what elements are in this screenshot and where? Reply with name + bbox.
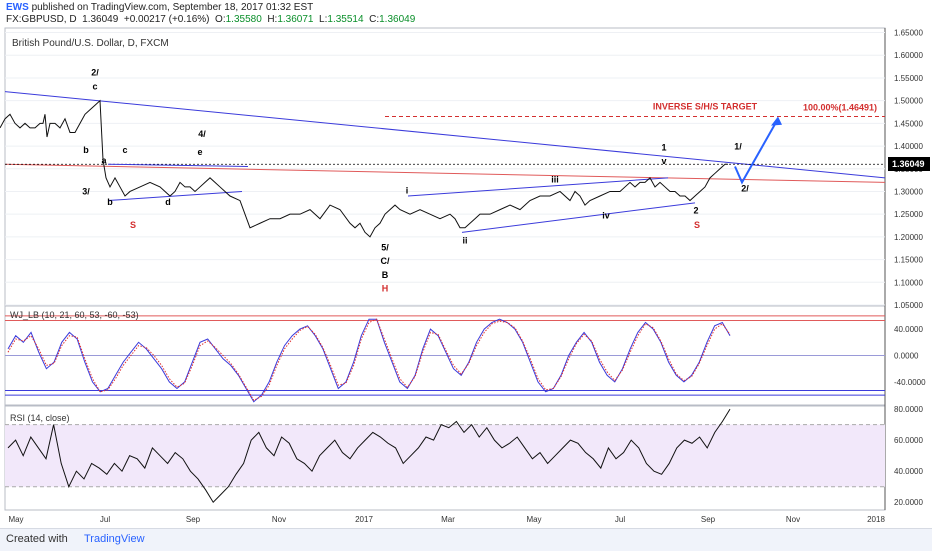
y-tick-label: 1.65000 [894,29,923,38]
x-tick-label: Nov [272,515,286,524]
wave-annotation: d [165,197,171,207]
y-tick-label: 1.15000 [894,256,923,265]
open-value: 1.35580 [225,14,262,25]
wave-annotation: i [406,186,409,196]
wave-annotation: INVERSE S/H/S TARGET [653,102,758,112]
ohlc-line: FX:GBPUSD, D 1.36049 +0.00217 (+0.16%) O… [6,14,415,25]
wave-annotation: C/ [381,256,390,266]
projection-arrow [734,118,779,185]
triangle-lower [107,190,243,202]
wave-annotation: S [694,220,700,230]
wave-annotation: 100.00%(1.46491) [803,103,877,113]
x-tick-label: Mar [441,515,455,524]
rsi-line [7,408,731,504]
wave-annotation: v [661,156,666,166]
wave-annotation: 1 [661,143,666,153]
neckline [4,163,886,183]
x-tick-label: Jul [615,515,625,524]
high-value: 1.36071 [277,14,314,25]
osc-fast-line [7,318,731,403]
main-title: British Pound/U.S. Dollar, D, FXCM [12,38,169,49]
y-tick-label: 1.55000 [894,74,923,83]
symbol-label: FX:GBPUSD, D [6,14,77,25]
footer-bar: Created with TradingView [0,528,932,551]
wave-annotation: c [92,81,97,91]
wave-annotation: 2/ [741,183,749,193]
wave-annotation: b [107,197,113,207]
close-label: C: [369,14,380,25]
x-tick-label: Jul [100,515,110,524]
x-tick-label: 2018 [867,515,885,524]
last-price: 1.36049 [82,14,119,25]
wave-annotation: iii [551,174,559,184]
y-tick-label: 1.30000 [894,187,923,196]
wave-annotation: b [83,145,89,155]
wave-annotation: 3/ [82,187,90,197]
created-with-text: Created with [6,533,68,545]
open-label: O: [215,14,226,25]
osc-tick-label: 0.0000 [894,352,919,361]
osc-tick-label: 40.0000 [894,325,923,334]
x-tick-label: May [526,515,541,524]
y-tick-label: 1.25000 [894,210,923,219]
wave-annotation: 2 [693,205,698,215]
price-series-0 [0,99,728,238]
low-label: L: [319,14,328,25]
wave-annotation: H [382,283,389,293]
wave-annotation: e [197,147,202,157]
high-label: H: [267,14,278,25]
y-tick-label: 1.45000 [894,119,923,128]
wave-annotation: S [130,220,136,230]
wave-annotation: 2/ [91,68,99,78]
x-tick-label: Nov [786,515,800,524]
price-change: +0.00217 (+0.16%) [123,14,210,25]
wave-annotation: 5/ [381,243,389,253]
low-value: 1.35514 [327,14,364,25]
y-tick-label: 1.60000 [894,51,923,60]
rsi-title: RSI (14, close) [10,413,70,423]
chart-header: EWS published on TradingView.com, Septem… [0,0,932,26]
resistance-trendline [4,91,886,179]
y-tick-label: 1.20000 [894,233,923,242]
x-tick-label: 2017 [355,515,373,524]
rsi-tick-label: 40.0000 [894,467,923,476]
publish-line: EWS published on TradingView.com, Septem… [6,2,313,13]
wave-annotation: 4/ [198,129,206,139]
triangle-upper [107,163,249,167]
projection-arrowhead [771,116,782,126]
wave-annotation: B [382,270,389,280]
channel-lower [461,202,696,233]
rsi-tick-label: 80.0000 [894,405,923,414]
y-tick-label: 1.10000 [894,278,923,287]
wave-annotation: iv [602,211,610,221]
y-tick-label: 1.50000 [894,97,923,106]
last-price-box [888,157,930,172]
wave-annotation: a [101,155,107,165]
chart-area[interactable]: 1.05000 1.10000 1.15000 1.20000 1.25000 1.300… [0,0,932,528]
rsi-tick-label: 60.0000 [894,436,923,445]
published-text: published on TradingView.com, September … [31,2,314,13]
last-price-label: 1.36049 [892,159,925,169]
wave-annotation: ii [462,236,467,246]
osc-tick-label: -40.0000 [894,378,926,387]
close-value: 1.36049 [379,14,416,25]
tradingview-brand-link[interactable]: TradingView [84,533,145,545]
osc-title: WJ_LB (10, 21, 60, 53, -60, -53) [10,310,139,320]
x-tick-label: Sep [701,515,716,524]
wave-annotation: 1/ [734,142,742,152]
rsi-tick-label: 20.0000 [894,498,923,507]
x-tick-label: Sep [186,515,201,524]
channel-upper [407,177,669,197]
y-tick-label: 1.05000 [894,301,923,310]
rsi-band [5,424,885,487]
wave-annotation: c [122,145,127,155]
y-tick-label: 1.40000 [894,142,923,151]
osc-slow-line [7,318,731,402]
x-tick-label: May [8,515,23,524]
publisher-name[interactable]: EWS [6,2,29,13]
